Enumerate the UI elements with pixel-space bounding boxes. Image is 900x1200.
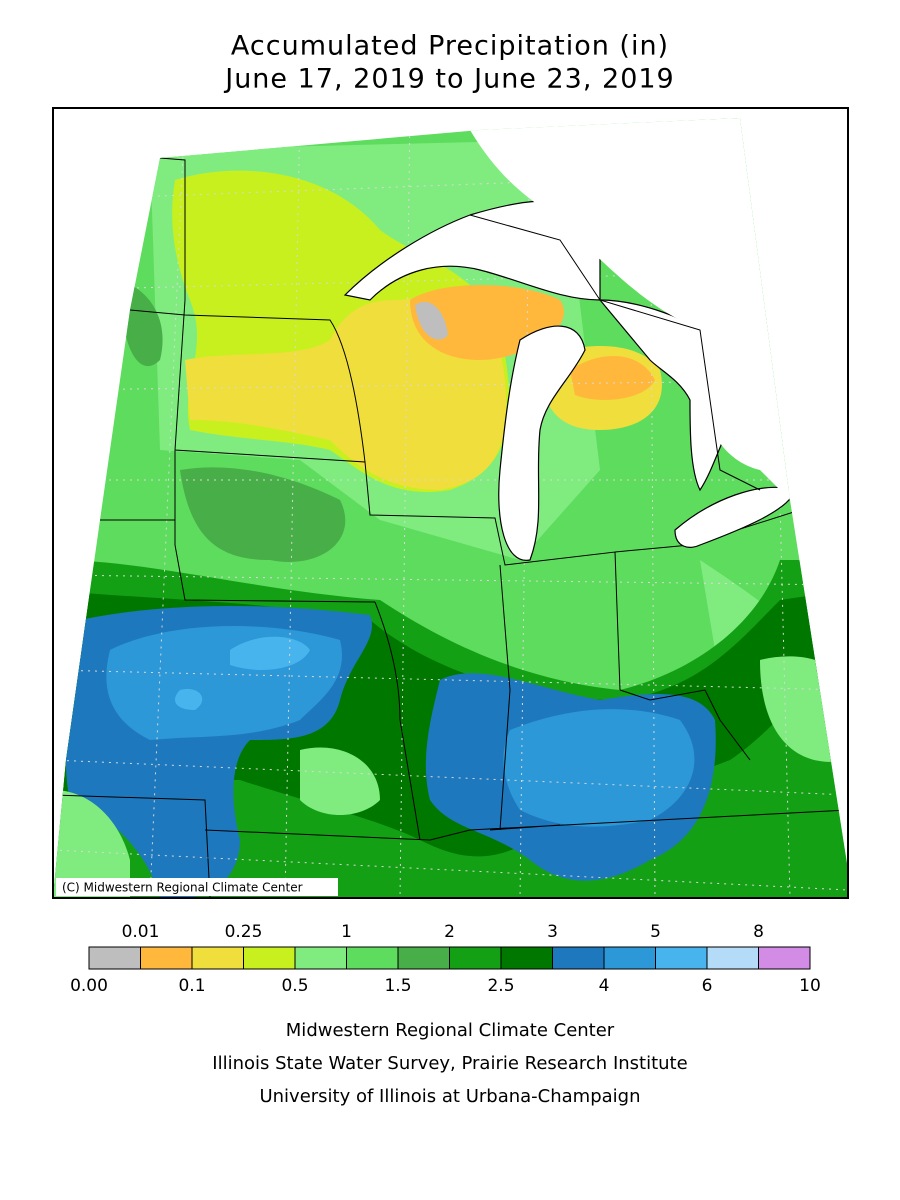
legend-swatch <box>88 946 141 970</box>
precip-area <box>570 356 655 400</box>
legend-swatch <box>243 946 296 970</box>
lake-michigan <box>498 325 586 561</box>
legend-swatch <box>603 946 656 970</box>
legend-label: 4 <box>599 976 610 996</box>
legend-label: 0.25 <box>225 922 263 942</box>
title: Accumulated Precipitation (in) <box>231 31 669 62</box>
legend-label: 2.5 <box>487 976 514 996</box>
border <box>469 214 761 491</box>
legend-label: 0.01 <box>122 922 160 942</box>
credit: (C) Midwestern Regional Climate Center <box>62 881 303 895</box>
legend-label: 1.5 <box>384 976 411 996</box>
legend-label: 10 <box>799 976 821 996</box>
legend-swatch <box>294 946 347 970</box>
precip-area <box>415 301 448 340</box>
legend-label: 2 <box>444 922 455 942</box>
precip-area <box>53 656 848 898</box>
precip-area <box>185 298 507 490</box>
lake-erie <box>674 486 796 548</box>
legend-swatch <box>655 946 708 970</box>
legend-swatch <box>140 946 193 970</box>
precip-area <box>106 626 695 827</box>
map: (C) Midwestern Regional Climate Center <box>52 107 849 899</box>
legend-label: 8 <box>753 922 764 942</box>
legend-swatch <box>500 946 553 970</box>
footer-line: Midwestern Regional Climate Center <box>286 1020 615 1041</box>
credit-box <box>56 878 338 896</box>
legend-label: 6 <box>702 976 713 996</box>
legend-swatch <box>191 946 244 970</box>
legend: 0.00 0.01 0.1 0.25 0.5 1 1.5 2 2.5 3 4 5 6 8 10 <box>70 922 821 996</box>
legend-swatch <box>552 946 605 970</box>
legend-swatch <box>397 946 450 970</box>
footer-line: University of Illinois at Urbana-Champai… <box>259 1086 640 1107</box>
map-frame <box>52 107 849 899</box>
subtitle: June 17, 2019 to June 23, 2019 <box>223 64 675 95</box>
legend-label: 0.00 <box>70 976 108 996</box>
footer-line: Illinois State Water Survey, Prairie Res… <box>212 1053 687 1074</box>
legend-label: 1 <box>341 922 352 942</box>
legend-swatch <box>449 946 502 970</box>
legend-swatch <box>758 946 811 970</box>
legend-label: 5 <box>650 922 661 942</box>
precip-area <box>120 280 346 562</box>
legend-label: 0.5 <box>281 976 308 996</box>
canada <box>470 118 790 500</box>
legend-swatch <box>346 946 399 970</box>
precip-area <box>175 636 310 710</box>
lake-superior <box>343 200 601 301</box>
legend-label: 3 <box>547 922 558 942</box>
legend-swatch <box>706 946 759 970</box>
legend-label: 0.1 <box>178 976 205 996</box>
